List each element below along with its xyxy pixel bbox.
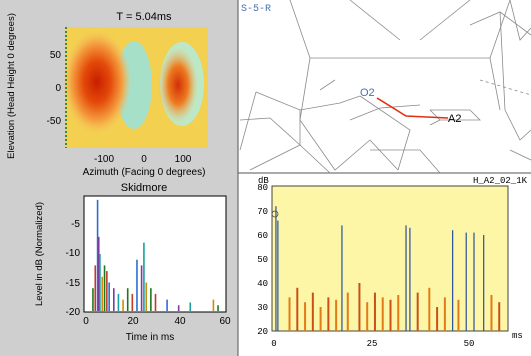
impulse-x-tick: 60 — [219, 316, 231, 327]
impulse-y-tick: -20 — [66, 307, 81, 318]
heatmap-x-tick: -100 — [94, 154, 114, 165]
heatmap-y-tick: -50 — [47, 116, 62, 127]
impulse-plot — [83, 195, 227, 313]
heatmap-hotspot-left — [63, 30, 131, 134]
heatmap-y-tick: 0 — [55, 83, 61, 94]
impulse-y-tick: -5 — [71, 219, 80, 230]
echogram-x-tick: 25 — [367, 339, 378, 349]
impulse-x-label: Time in ms — [126, 332, 175, 343]
model-panel: S-5-R O2 A2 — [237, 0, 531, 356]
echogram-panel: H_A2_02_1K dB 80 70 60 50 40 30 20 0 25 … — [239, 174, 531, 356]
echogram-y-tick: 30 — [257, 303, 268, 313]
echogram-y-tick: 80 — [257, 183, 268, 193]
echogram-y-tick: 60 — [257, 231, 268, 241]
model-title: S-5-R — [241, 4, 271, 15]
impulse-y-label: Level in dB (Normalized) — [34, 202, 45, 306]
impulse-x-tick: 40 — [174, 316, 186, 327]
heatmap-title: T = 5.04ms — [116, 11, 172, 23]
echogram-y-tick: 20 — [257, 327, 268, 337]
echogram-x-unit: ms — [512, 331, 523, 341]
echogram-bars — [275, 206, 501, 331]
source-label: O2 — [360, 87, 375, 99]
echogram-title: H_A2_02_1K — [473, 176, 528, 186]
ray-path — [376, 97, 449, 119]
impulse-y-tick: -15 — [66, 278, 81, 289]
receiver-label: A2 — [448, 113, 461, 125]
echogram-y-tick: 40 — [257, 279, 268, 289]
impulse-plot-area — [83, 195, 227, 313]
echogram-x-tick: 0 — [271, 339, 276, 349]
heatmap-plot — [63, 27, 208, 148]
impulse-bars — [92, 199, 219, 311]
direct-sound-marker — [271, 210, 279, 218]
impulse-title: Skidmore — [121, 182, 167, 194]
model-panel-bg — [238, 0, 531, 173]
echogram-y-unit: dB — [258, 176, 269, 186]
echogram-y-tick: 70 — [257, 207, 268, 217]
heatmap-x-tick: 100 — [175, 154, 192, 165]
echogram-y-tick: 50 — [257, 255, 268, 265]
impulse-y-tick: -10 — [66, 248, 81, 259]
heatmap-x-label: Azimuth (Facing 0 degrees) — [83, 167, 206, 178]
impulse-x-tick: 0 — [83, 316, 89, 327]
echogram-x-tick: 50 — [464, 339, 475, 349]
heatmap-y-label: Elevation (Head Height 0 degrees) — [6, 13, 17, 159]
model-wireframe — [239, 0, 531, 174]
heatmap-x-tick: 0 — [141, 154, 147, 165]
impulse-x-tick: 20 — [127, 316, 139, 327]
heatmap-y-tick: 50 — [50, 50, 62, 61]
heatmap-hotspot-right — [158, 47, 198, 123]
